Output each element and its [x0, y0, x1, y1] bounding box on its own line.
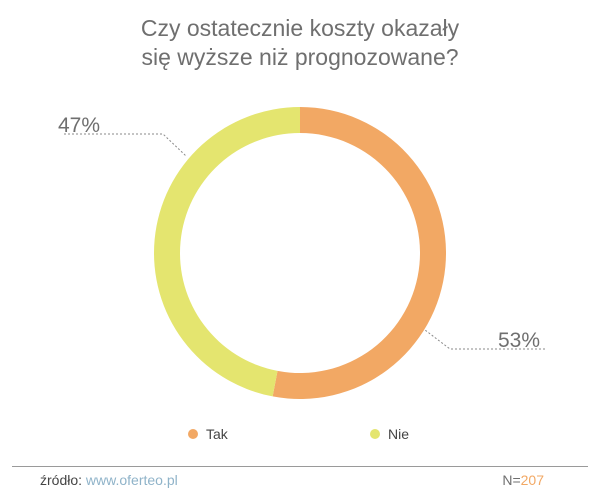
legend-swatch-tak	[188, 429, 198, 439]
legend-item-nie[interactable]: Nie	[370, 426, 409, 442]
donut-slice-tak[interactable]	[272, 107, 447, 400]
chart-title-line-2: się wyższe niż prognozowane?	[141, 44, 459, 70]
data-label-nie: 47%	[58, 114, 100, 137]
chart-title: Czy ostatecznie koszty okazały się wyższ…	[0, 14, 600, 72]
legend-label-tak: Tak	[206, 426, 228, 442]
sample-size-label: N=	[502, 472, 521, 488]
legend-swatch-nie	[370, 429, 380, 439]
data-label-tak: 53%	[498, 329, 540, 352]
chart-title-line-1: Czy ostatecznie koszty okazały	[140, 15, 460, 41]
source-note: źródło: www.oferteo.pl	[40, 472, 178, 488]
leader-line-nie	[64, 133, 187, 157]
leader-lines	[64, 133, 545, 350]
sample-size: N=207	[502, 472, 544, 488]
donut-slices	[154, 107, 447, 400]
legend-item-tak[interactable]: Tak	[188, 426, 228, 442]
legend-label-nie: Nie	[388, 426, 410, 442]
legend: Tak Nie	[0, 426, 600, 446]
donut-slice-nie[interactable]	[154, 107, 300, 397]
footer-divider	[12, 466, 588, 467]
source-label: źródło:	[40, 472, 83, 488]
source-link[interactable]: www.oferteo.pl	[85, 472, 178, 488]
sample-size-value: 207	[520, 472, 544, 488]
